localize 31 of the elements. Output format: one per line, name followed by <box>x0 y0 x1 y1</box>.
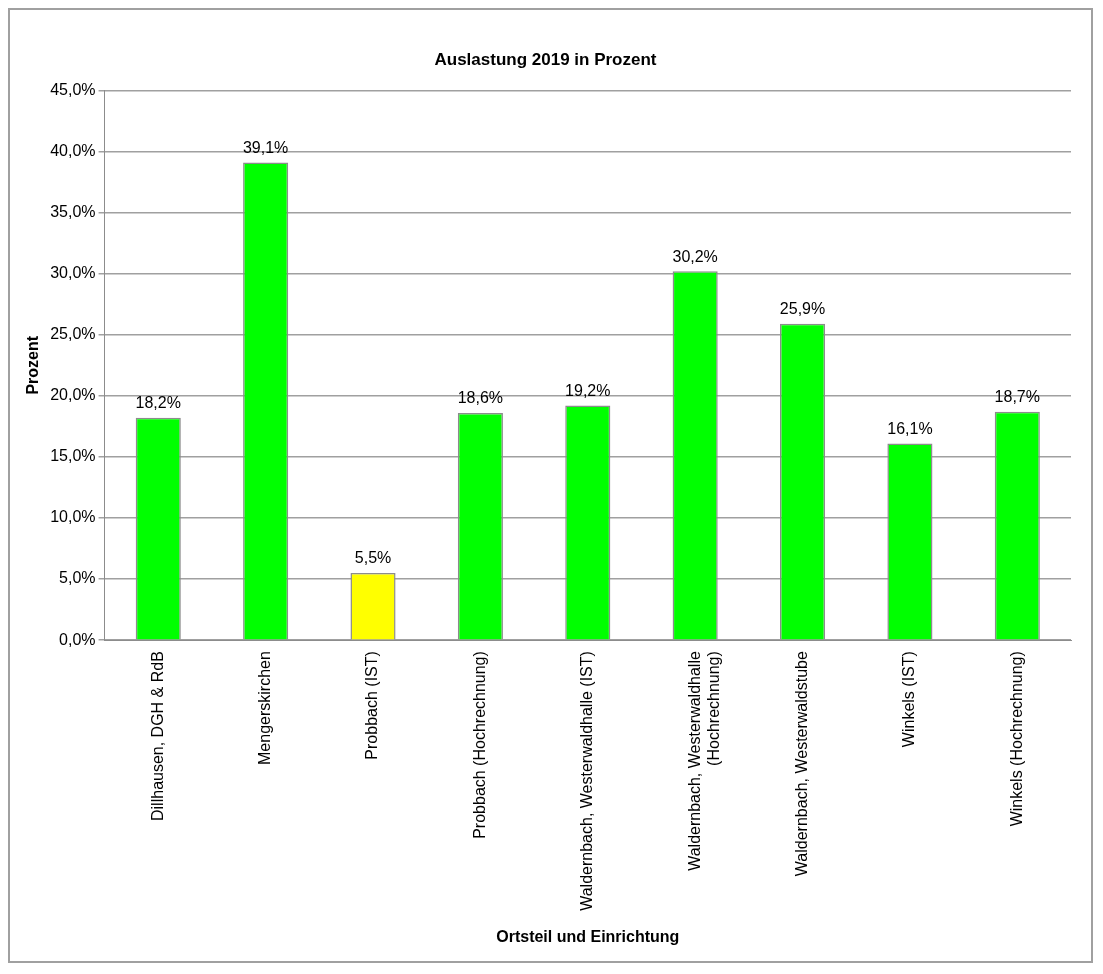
chart-title: Auslastung 2019 in Prozent <box>434 49 657 69</box>
y-tick-label: 0,0% <box>59 630 96 648</box>
data-label: 18,2% <box>135 394 181 412</box>
data-label: 18,6% <box>457 389 504 407</box>
x-tick-label: Waldernbach, Westerwaldhalle (Hochrechnung) <box>685 651 722 871</box>
x-tick-label: Winkels (IST) <box>900 651 918 748</box>
x-tick-label: Probbach (IST) <box>363 651 381 760</box>
data-label: 19,2% <box>565 381 611 399</box>
x-tick-label: Dillhausen, DGH & RdB <box>148 651 166 821</box>
x-tick-label: Waldernbach, Westerwaldhalle (IST) <box>578 651 596 911</box>
data-label: 25,9% <box>779 300 826 318</box>
y-tick-label: 20,0% <box>50 386 96 404</box>
y-tick-label: 10,0% <box>50 508 96 526</box>
x-tick-label: Probbach (Hochrechnung) <box>470 651 488 839</box>
x-tick-label: Winkels (Hochrechnung) <box>1007 651 1025 827</box>
y-axis-title: Prozent <box>24 335 42 395</box>
y-tick-label: 30,0% <box>50 264 96 282</box>
data-label: 18,7% <box>994 388 1040 406</box>
y-tick-label: 25,0% <box>50 325 96 343</box>
data-label: 16,1% <box>887 419 933 437</box>
x-tick-label: Mengerskirchen <box>256 651 274 765</box>
y-tick-label: 35,0% <box>50 202 96 220</box>
data-label: 39,1% <box>242 138 289 156</box>
data-label: 30,2% <box>672 247 718 265</box>
x-tick-label: Waldernbach, Westerwaldstube <box>792 651 810 877</box>
y-tick-label: 5,0% <box>59 569 96 587</box>
data-label: 5,5% <box>354 549 392 567</box>
y-tick-label: 40,0% <box>50 141 96 159</box>
x-axis-title: Ortsteil und Einrichtung <box>496 927 680 945</box>
y-tick-label: 45,0% <box>50 80 96 98</box>
y-tick-label: 15,0% <box>50 447 96 465</box>
